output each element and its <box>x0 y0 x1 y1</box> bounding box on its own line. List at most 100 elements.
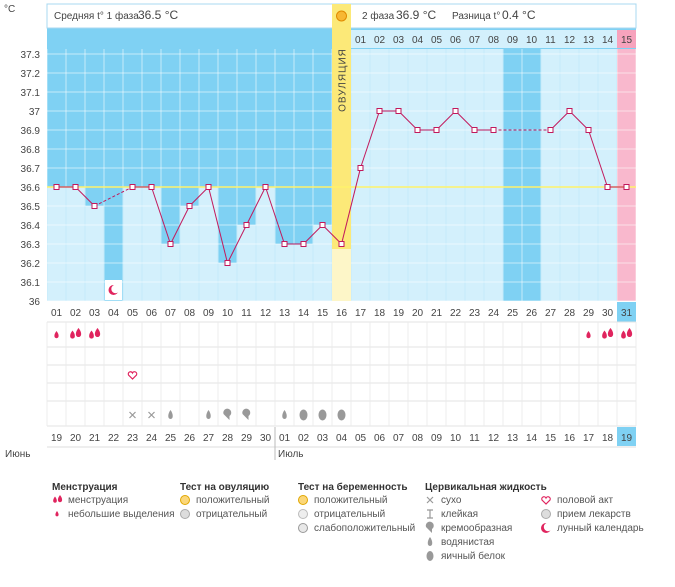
legend-label: слабоположительный <box>314 522 415 534</box>
month-label: Июнь <box>5 449 30 460</box>
temperature-line-segment <box>151 186 171 245</box>
temperature-point <box>186 203 193 209</box>
cycle-day-label: 05 <box>127 308 139 319</box>
temperature-point <box>471 127 478 133</box>
temperature-column <box>408 49 427 301</box>
pregnancy-negative-icon <box>298 509 308 519</box>
temperature-line-segment <box>455 110 475 131</box>
menstruation-heavy-icon <box>626 328 633 337</box>
y-tick-label: 36 <box>29 297 41 308</box>
legend-title: Тест на беременность <box>298 481 408 493</box>
post-ovulation-band <box>351 30 636 48</box>
date-label: 24 <box>146 433 158 444</box>
post-ovulation-day-label: 05 <box>431 35 443 46</box>
temperature-line-segment <box>550 110 570 131</box>
date-label: 22 <box>108 433 120 444</box>
cycle-day-label: 16 <box>336 308 348 319</box>
date-label: 25 <box>165 433 177 444</box>
y-axis-label: °C <box>4 4 15 15</box>
temperature-point <box>376 108 383 114</box>
phase2-label: 2 фаза <box>362 10 395 22</box>
creamy-icon <box>425 521 434 533</box>
date-label: 27 <box>203 433 215 444</box>
cycle-day-label: 21 <box>431 308 443 319</box>
temperature-line-segment <box>322 224 342 245</box>
temperature-line-segment <box>246 186 266 226</box>
date-label: 28 <box>222 433 234 444</box>
post-ovulation-day-label: 10 <box>526 35 538 46</box>
temperature-column <box>541 49 560 301</box>
date-label: 19 <box>621 433 633 444</box>
temperature-column <box>446 49 465 301</box>
heart-icon <box>127 371 138 380</box>
ovulation-label: ОВУЛЯЦИЯ <box>338 48 349 112</box>
temperature-point <box>452 108 459 114</box>
cycle-day-label: 15 <box>317 308 329 319</box>
y-tick-label: 36.4 <box>21 221 41 232</box>
cycle-day-label: 31 <box>621 308 633 319</box>
date-label: 09 <box>431 433 443 444</box>
y-tick-label: 36.1 <box>21 278 41 289</box>
cycle-day-label: 12 <box>260 308 272 319</box>
temperature-point <box>72 184 79 190</box>
menstruation-heavy-icon <box>53 496 57 503</box>
cycle-day-label: 29 <box>583 308 595 319</box>
cycle-day-label: 25 <box>507 308 519 319</box>
legend-label: половой акт <box>557 495 613 506</box>
y-tick-label: 36.8 <box>21 145 41 156</box>
cycle-day-label: 30 <box>602 308 614 319</box>
cycle-day-label: 10 <box>222 308 234 319</box>
post-ovulation-day-label: 01 <box>355 35 367 46</box>
date-label: 06 <box>374 433 386 444</box>
date-label: 30 <box>260 433 272 444</box>
cycle-day-label: 11 <box>241 308 252 319</box>
pregnancy-weak-icon <box>298 523 308 533</box>
watery-icon <box>168 410 173 419</box>
y-tick-label: 36.6 <box>21 183 41 194</box>
temperature-line-segment <box>189 186 209 207</box>
creamy-icon <box>223 408 232 420</box>
cycle-day-label: 17 <box>355 308 367 319</box>
creamy-icon <box>242 408 251 420</box>
temperature-point <box>604 184 611 190</box>
legend-label: прием лекарств <box>557 509 631 520</box>
temperature-point <box>53 184 60 190</box>
date-label: 08 <box>412 433 424 444</box>
temperature-line-segment <box>208 186 228 264</box>
date-label: 20 <box>70 433 82 444</box>
date-label: 16 <box>564 433 576 444</box>
legend-label: лунный календарь <box>557 523 644 534</box>
date-label: 03 <box>317 433 329 444</box>
cycle-day-label: 08 <box>184 308 196 319</box>
eggwhite-icon <box>299 409 308 421</box>
cycle-day-label: 02 <box>70 308 82 319</box>
post-ovulation-day-label: 15 <box>621 35 633 46</box>
menstruation-heavy-icon <box>607 328 614 337</box>
today-day-highlight <box>617 30 636 48</box>
legend-label: клейкая <box>441 509 478 520</box>
temperature-column <box>294 244 313 301</box>
menstruation-heavy-icon <box>89 330 94 339</box>
temperature-column <box>180 206 199 301</box>
cycle-day-label: 06 <box>146 308 158 319</box>
dry-icon <box>426 496 434 504</box>
phase1-label: Средняя t° 1 фаза <box>54 10 139 22</box>
y-tick-label: 36.9 <box>21 126 41 137</box>
temperature-column <box>389 49 408 301</box>
date-label: 15 <box>545 433 557 444</box>
legend-title: Тест на овуляцию <box>180 482 270 493</box>
temperature-line-segment <box>398 110 418 131</box>
temperature-column <box>484 49 503 301</box>
menstruation-light-icon <box>54 331 59 339</box>
date-label: 04 <box>336 433 348 444</box>
date-label: 29 <box>241 433 253 444</box>
date-label: 01 <box>279 433 291 444</box>
watery-icon <box>206 410 211 419</box>
temperature-point <box>338 241 345 247</box>
temperature-point <box>585 127 592 133</box>
post-ovulation-day-label: 02 <box>374 35 386 46</box>
temperature-point <box>395 108 402 114</box>
cycle-day-label: 13 <box>279 308 291 319</box>
temperature-column <box>161 244 180 301</box>
